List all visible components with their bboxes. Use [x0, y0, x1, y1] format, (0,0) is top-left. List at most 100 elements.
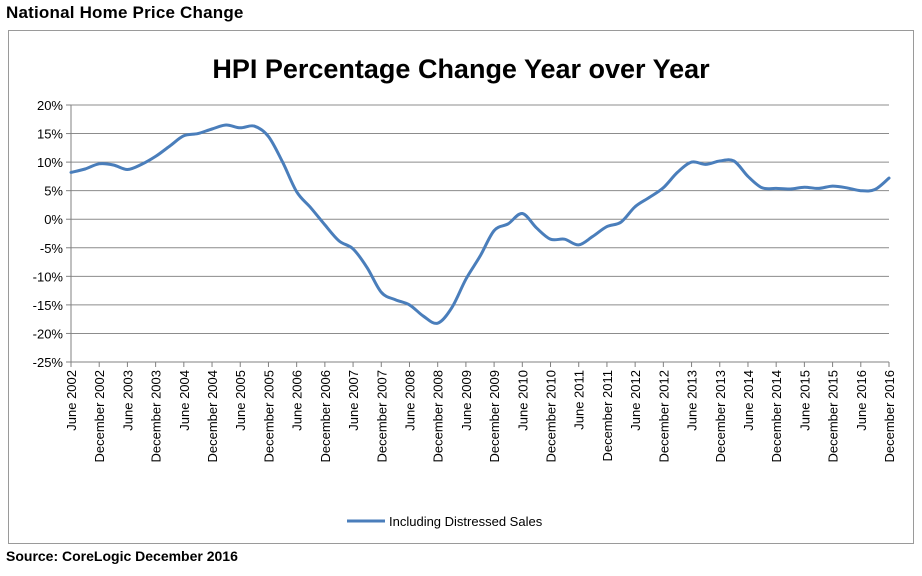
data-point [337, 239, 341, 243]
data-point [732, 159, 736, 163]
y-tick-label: -10% [33, 269, 64, 284]
data-point [887, 176, 891, 180]
data-point [831, 184, 834, 188]
x-tick-label: December 2004 [205, 370, 220, 463]
x-tick-label: December 2010 [544, 370, 559, 463]
x-tick-label: December 2014 [769, 370, 784, 463]
data-point [591, 235, 594, 238]
data-point [605, 225, 609, 228]
legend: Including Distressed Sales [347, 514, 543, 529]
x-tick-label: December 2006 [318, 370, 333, 463]
data-point [690, 160, 693, 164]
data-point [817, 187, 820, 190]
data-point [619, 220, 623, 224]
x-tick-label: December 2016 [882, 370, 897, 463]
y-tick-label: 5% [44, 184, 63, 199]
x-tick-label: June 2015 [797, 370, 812, 431]
data-point [535, 226, 538, 229]
data-point [267, 135, 270, 138]
x-tick-label: June 2002 [64, 370, 79, 431]
data-point [436, 322, 439, 325]
x-tick-label: June 2005 [233, 370, 248, 431]
x-tick-label: June 2006 [290, 370, 305, 431]
data-point [704, 163, 707, 166]
data-point [859, 189, 862, 192]
data-point [309, 206, 312, 209]
x-tick-label: December 2013 [713, 370, 728, 463]
data-point [408, 303, 411, 307]
data-point [760, 186, 764, 189]
y-tick-label: -20% [33, 326, 64, 341]
data-point [845, 186, 848, 189]
data-point [126, 168, 129, 171]
data-point [112, 163, 115, 167]
x-tick-label: December 2011 [600, 370, 615, 462]
data-point [140, 163, 143, 166]
data-point [380, 291, 383, 294]
data-point [224, 123, 228, 127]
x-tick-label: June 2008 [402, 370, 417, 431]
x-tick-label: June 2012 [628, 370, 643, 431]
data-point [549, 238, 552, 241]
y-tick-label: 0% [44, 212, 63, 227]
data-point [648, 196, 651, 199]
data-point [394, 298, 397, 301]
x-tick-label: June 2007 [346, 370, 361, 431]
data-point [295, 190, 298, 193]
data-point [239, 126, 242, 129]
chart-title: HPI Percentage Change Year over Year [212, 54, 710, 84]
x-tick-label: June 2003 [120, 370, 135, 431]
y-axis-tick-labels: 20% 15% 10% 5% 0% -5% -10% -15% -20% -25% [33, 98, 64, 370]
data-point [154, 155, 157, 158]
data-point [196, 132, 200, 135]
data-point [873, 188, 877, 191]
x-tick-label: December 2005 [261, 370, 276, 463]
gridlines [66, 104, 889, 363]
data-point [478, 255, 482, 258]
data-point [563, 238, 566, 241]
data-point [422, 315, 425, 318]
data-point [168, 144, 171, 148]
data-point [464, 278, 468, 281]
x-tick-label: December 2008 [431, 370, 446, 463]
data-point [775, 187, 778, 190]
data-point [492, 229, 496, 232]
x-tick-label: December 2012 [656, 370, 671, 463]
chart-frame: HPI Percentage Change Year over Year 20%… [8, 30, 914, 544]
x-tick-label: June 2016 [854, 370, 869, 431]
x-tick-label: December 2009 [487, 370, 502, 463]
y-tick-label: -5% [40, 241, 64, 256]
series-layer [69, 123, 891, 325]
x-tick-label: December 2007 [374, 370, 389, 463]
x-tick-label: June 2014 [741, 370, 756, 431]
data-point [182, 134, 185, 137]
data-point [633, 205, 637, 208]
data-point [718, 159, 721, 163]
source-note: Source: CoreLogic December 2016 [6, 548, 238, 564]
data-point [789, 187, 792, 191]
data-point [366, 266, 369, 269]
data-point [507, 222, 510, 225]
data-point [746, 175, 750, 178]
y-tick-label: -15% [33, 298, 64, 313]
x-tick-label: June 2013 [685, 370, 700, 431]
data-point [521, 212, 524, 215]
x-tick-label: June 2004 [177, 370, 192, 431]
x-axis-tick-labels: June 2002 December 2002 June 2003 December … [64, 362, 897, 463]
page-heading: National Home Price Change [6, 3, 244, 22]
y-tick-label: 15% [37, 127, 63, 142]
series-line [69, 123, 891, 325]
y-tick-label: 10% [37, 155, 63, 170]
data-point [210, 127, 214, 131]
data-point [803, 186, 806, 189]
data-point [323, 223, 327, 227]
y-tick-label: 20% [37, 98, 63, 113]
x-tick-label: June 2011 [572, 370, 587, 430]
x-tick-label: June 2009 [459, 370, 474, 431]
data-point [253, 124, 256, 128]
data-point [83, 167, 87, 171]
data-point [450, 306, 453, 309]
legend-label: Including Distressed Sales [389, 514, 543, 529]
x-tick-label: June 2010 [515, 370, 530, 431]
x-tick-label: December 2003 [149, 370, 164, 463]
